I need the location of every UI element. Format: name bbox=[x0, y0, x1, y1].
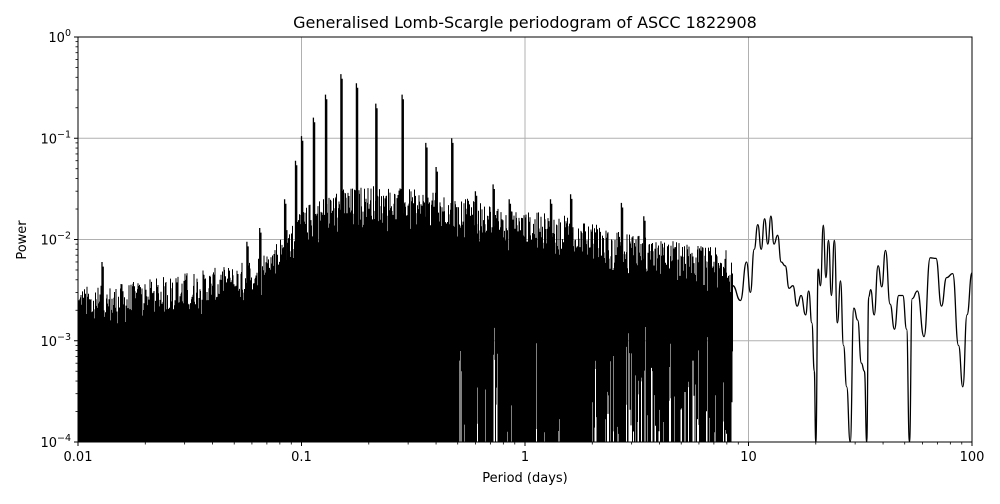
x-tick-label: 10 bbox=[740, 450, 757, 465]
y-tick-label: 100 bbox=[48, 28, 71, 46]
x-tick-label: 1 bbox=[521, 450, 529, 465]
peak-spikes bbox=[101, 74, 646, 337]
chart-title: Generalised Lomb-Scargle periodogram of … bbox=[293, 13, 757, 32]
y-tick-label: 10−1 bbox=[40, 129, 71, 147]
x-axis-label: Period (days) bbox=[482, 471, 568, 486]
y-tick-label: 10−4 bbox=[40, 433, 71, 451]
y-tick-label: 10−2 bbox=[40, 231, 71, 249]
x-axis-ticks: 0.01 0.1 1 10 100 bbox=[64, 442, 985, 465]
y-tick-label: 10−3 bbox=[40, 332, 71, 350]
y-axis-ticks: 100 10−1 10−2 10−3 10−4 bbox=[40, 28, 78, 451]
x-tick-label: 0.1 bbox=[291, 450, 312, 465]
x-tick-label: 0.01 bbox=[64, 450, 93, 465]
periodogram-series bbox=[78, 74, 972, 442]
x-tick-label: 100 bbox=[960, 450, 985, 465]
long-period-curve bbox=[732, 215, 972, 442]
y-axis-label: Power bbox=[15, 220, 30, 260]
